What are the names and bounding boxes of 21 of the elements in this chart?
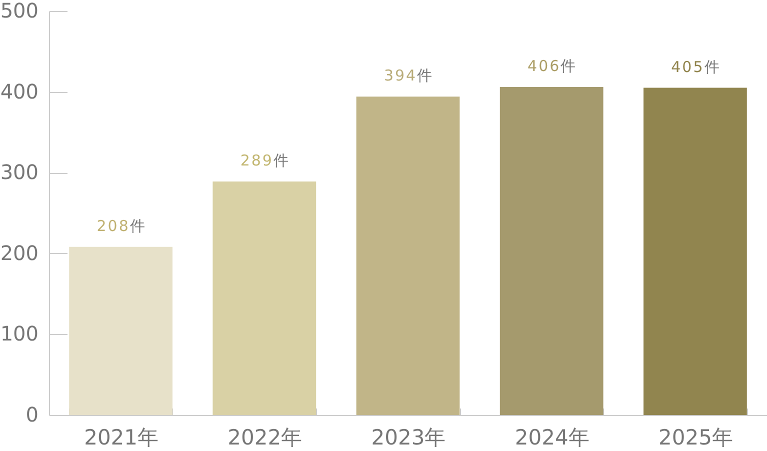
bar [644,88,747,415]
data-label: 394件 [384,66,432,85]
x-tick-label: 2025年 [658,426,733,450]
bar [500,86,604,415]
y-tick-label: 300 [0,160,38,184]
data-label: 289件 [240,151,288,170]
x-tick-label: 2021年 [84,426,159,450]
y-tick-label: 400 [0,79,38,104]
x-tick-label: 2023年 [371,426,446,450]
bar [356,96,460,415]
x-tick-label: 2024年 [514,426,590,450]
data-label: 406件 [528,56,576,75]
y-tick-label: 100 [0,322,38,346]
y-tick-label: 500 [0,0,38,22]
x-tick-label: 2022年 [228,426,302,450]
y-tick-label: 200 [0,240,38,265]
data-label: 405件 [671,58,720,76]
data-label: 208件 [96,216,145,235]
bar [69,246,172,415]
bar [212,181,316,415]
y-tick-label: 0 [26,402,38,426]
